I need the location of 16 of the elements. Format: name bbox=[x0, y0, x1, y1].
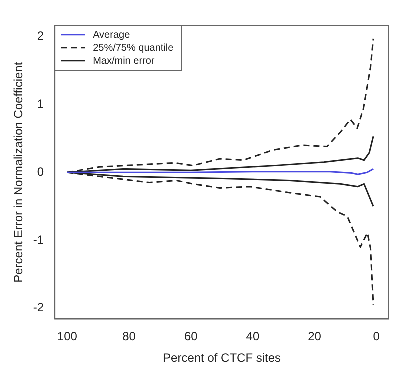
legend-label: Max/min error bbox=[93, 56, 156, 67]
x-tick-label: 60 bbox=[184, 330, 198, 344]
legend-label: Average bbox=[93, 30, 131, 41]
x-axis-title: Percent of CTCF sites bbox=[163, 351, 282, 366]
y-tick-label: 1 bbox=[37, 97, 44, 112]
y-tick-label: 0 bbox=[37, 164, 44, 179]
x-tick-label: 20 bbox=[308, 330, 322, 344]
x-tick-label: 80 bbox=[122, 330, 136, 344]
y-tick-label: -1 bbox=[33, 232, 44, 247]
y-axis-title: Percent Error in Normalization Coefficient bbox=[12, 62, 26, 283]
y-tick-label: 2 bbox=[37, 29, 44, 44]
legend-label: 25%/75% quantile bbox=[93, 42, 174, 54]
x-tick-label: 0 bbox=[373, 330, 380, 344]
x-tick-label: 100 bbox=[57, 330, 78, 344]
x-tick-label: 40 bbox=[246, 330, 260, 344]
y-tick-label: -2 bbox=[33, 300, 44, 315]
